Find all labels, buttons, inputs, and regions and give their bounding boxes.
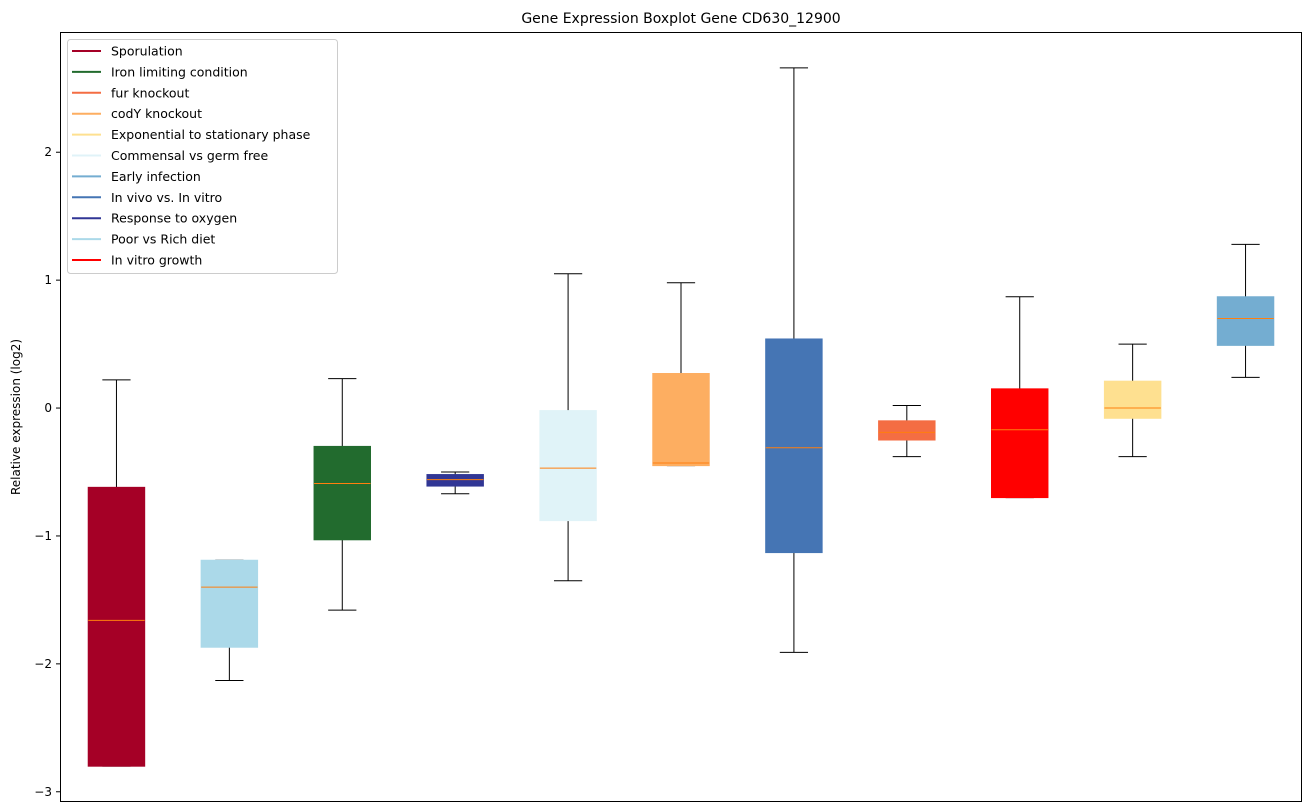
box xyxy=(765,338,823,554)
legend-label: Poor vs Rich diet xyxy=(111,232,215,247)
box-group xyxy=(652,282,710,467)
legend-label: Sporulation xyxy=(111,44,183,59)
box-group xyxy=(87,379,146,767)
box-group xyxy=(991,296,1049,499)
box-group xyxy=(539,273,597,582)
box xyxy=(878,420,936,441)
box-group xyxy=(1216,243,1275,378)
box xyxy=(87,486,146,767)
y-tick-label: 0 xyxy=(44,401,52,415)
box-group xyxy=(426,471,484,495)
legend: Sporulation Iron limiting condition fur kn… xyxy=(67,39,338,274)
legend-label: Commensal vs germ free xyxy=(111,148,268,163)
box xyxy=(539,410,597,522)
box xyxy=(652,373,710,467)
legend-label: codY knockout xyxy=(111,106,202,121)
box xyxy=(426,474,484,487)
legend-frame xyxy=(67,39,338,274)
legend-label: In vitro growth xyxy=(111,253,202,268)
y-tick-label: 2 xyxy=(44,145,52,159)
legend-label: Early infection xyxy=(111,169,201,184)
legend-label: Iron limiting condition xyxy=(111,64,248,79)
box-group xyxy=(765,67,823,653)
legend-label: Response to oxygen xyxy=(111,211,237,226)
legend-label: fur knockout xyxy=(111,85,189,100)
y-axis-label: Relative expression (log2) xyxy=(9,339,23,495)
y-tick-label: −3 xyxy=(34,785,52,799)
box-group xyxy=(313,378,371,611)
box-group xyxy=(878,404,936,458)
box xyxy=(1103,380,1162,419)
box xyxy=(991,388,1049,499)
plot-frame xyxy=(60,32,1302,802)
chart-title: Gene Expression Boxplot Gene CD630_12900 xyxy=(521,11,840,27)
box xyxy=(200,559,259,648)
legend-label: In vivo vs. In vitro xyxy=(111,190,222,205)
box-group xyxy=(1103,343,1162,458)
box xyxy=(1216,296,1275,346)
legend-label: Exponential to stationary phase xyxy=(111,127,311,142)
box-group xyxy=(200,559,259,681)
y-tick-label: 1 xyxy=(44,273,52,287)
box xyxy=(313,445,371,541)
y-tick-label: −2 xyxy=(34,657,52,671)
y-tick-label: −1 xyxy=(34,529,52,543)
